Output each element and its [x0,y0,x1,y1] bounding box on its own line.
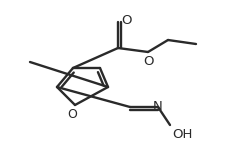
Text: O: O [67,108,77,121]
Text: O: O [121,13,131,27]
Text: N: N [153,100,163,113]
Text: OH: OH [172,128,192,141]
Text: O: O [143,55,153,68]
